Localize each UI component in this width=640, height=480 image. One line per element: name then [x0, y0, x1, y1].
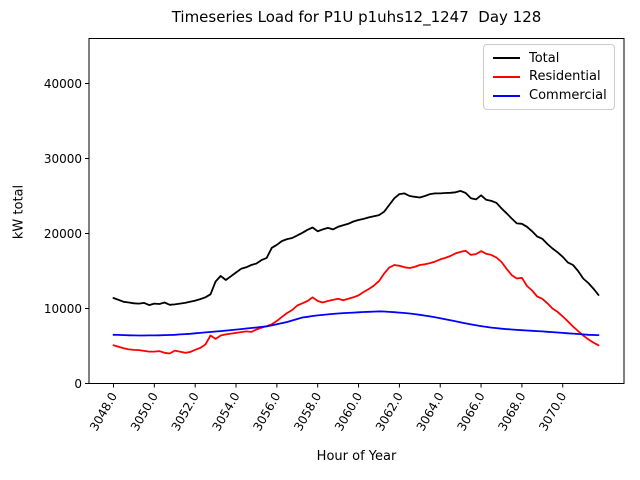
series-line-commercial — [112, 310, 600, 337]
x-tick-label: 3062.0 — [373, 390, 406, 433]
y-tick-label: 20000 — [44, 227, 82, 241]
y-tick-label: 30000 — [44, 152, 82, 166]
legend-line-sample-total — [493, 57, 520, 60]
x-tick-label: 3052.0 — [169, 390, 202, 433]
x-tick-label: 3054.0 — [209, 390, 242, 433]
y-tick-label: 10000 — [44, 302, 82, 316]
y-tick-label: 40000 — [44, 77, 82, 91]
legend-entry-residential: Residential — [493, 70, 610, 83]
x-tick-label: 3050.0 — [128, 390, 161, 433]
chart-title: Timeseries Load for P1U p1uhs12_1247 Day… — [171, 8, 542, 26]
legend-label-residential: Residential — [529, 69, 601, 85]
legend: Total Residential Commercial — [483, 44, 615, 110]
x-tick-label: 3068.0 — [495, 390, 528, 433]
series-line-residential — [112, 249, 600, 355]
x-tick-label: 3056.0 — [250, 390, 283, 433]
x-axis-label: Hour of Year — [316, 449, 397, 464]
x-tick-label: 3064.0 — [414, 390, 447, 433]
legend-label-total: Total — [529, 50, 560, 66]
x-tick-label: 3058.0 — [291, 390, 324, 433]
legend-entry-commercial: Commercial — [493, 89, 610, 102]
legend-entry-total: Total — [493, 52, 610, 65]
plot-border — [88, 38, 625, 384]
x-tick-label: 3066.0 — [455, 390, 488, 433]
legend-line-sample-residential — [493, 75, 520, 78]
x-tick-label: 3070.0 — [536, 390, 569, 433]
series-line-total — [112, 189, 600, 307]
x-tick-label: 3048.0 — [87, 390, 120, 433]
x-tick-label: 3060.0 — [332, 390, 365, 433]
y-tick-label: 0 — [74, 377, 82, 391]
legend-line-sample-commercial — [493, 94, 520, 97]
legend-label-commercial: Commercial — [529, 88, 607, 104]
